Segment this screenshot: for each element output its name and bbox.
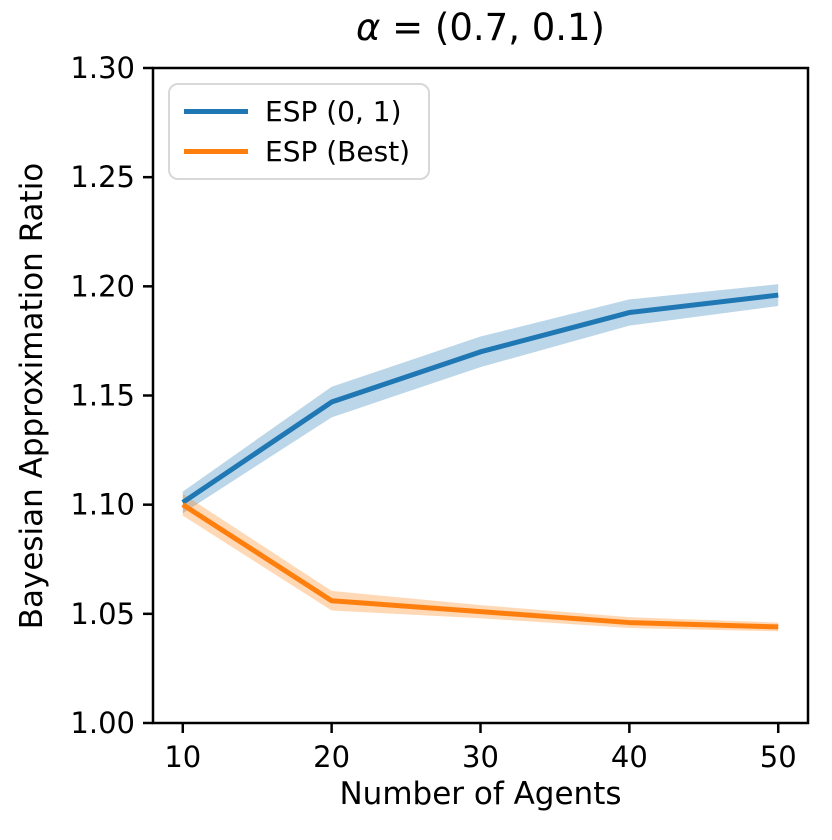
series-line-1 [181,502,779,630]
confidence-band-0 [182,284,779,514]
y-tick-label-5: 1.25 [70,160,135,194]
legend-line-sample-1 [184,148,248,154]
x-tick-label-1: 20 [313,740,350,774]
series-line-0 [181,292,779,505]
chart-title: α = (0.7, 0.1) [153,6,808,49]
y-tick-label-1: 1.05 [70,597,135,631]
legend-entry-0: ESP (0, 1) [184,92,418,132]
y-tick-label-2: 1.10 [70,488,135,522]
y-tick-label-0: 1.00 [70,706,135,740]
legend-label-0: ESP (0, 1) [265,95,402,129]
legend-label-1: ESP (Best) [265,134,411,168]
confidence-band-1 [182,493,779,632]
y-axis-label: Bayesian Approximation Ratio [14,162,50,630]
axes-spines [151,66,810,725]
x-tick-label-4: 50 [760,740,797,774]
legend-line-sample-0 [184,109,248,115]
alpha-symbol: α [356,6,381,49]
legend: ESP (0, 1) ESP (Best) [168,83,430,180]
x-tick-label-2: 30 [462,740,499,774]
x-tick-label-3: 40 [611,740,648,774]
legend-entry-1: ESP (Best) [184,132,418,172]
y-tick-label-6: 1.30 [70,51,135,85]
x-axis-label: Number of Agents [339,776,622,812]
y-tick-label-3: 1.15 [70,379,135,413]
y-tick-label-4: 1.20 [70,269,135,303]
chart-title-rest: = (0.7, 0.1) [380,6,605,49]
x-tick-label-0: 10 [164,740,201,774]
